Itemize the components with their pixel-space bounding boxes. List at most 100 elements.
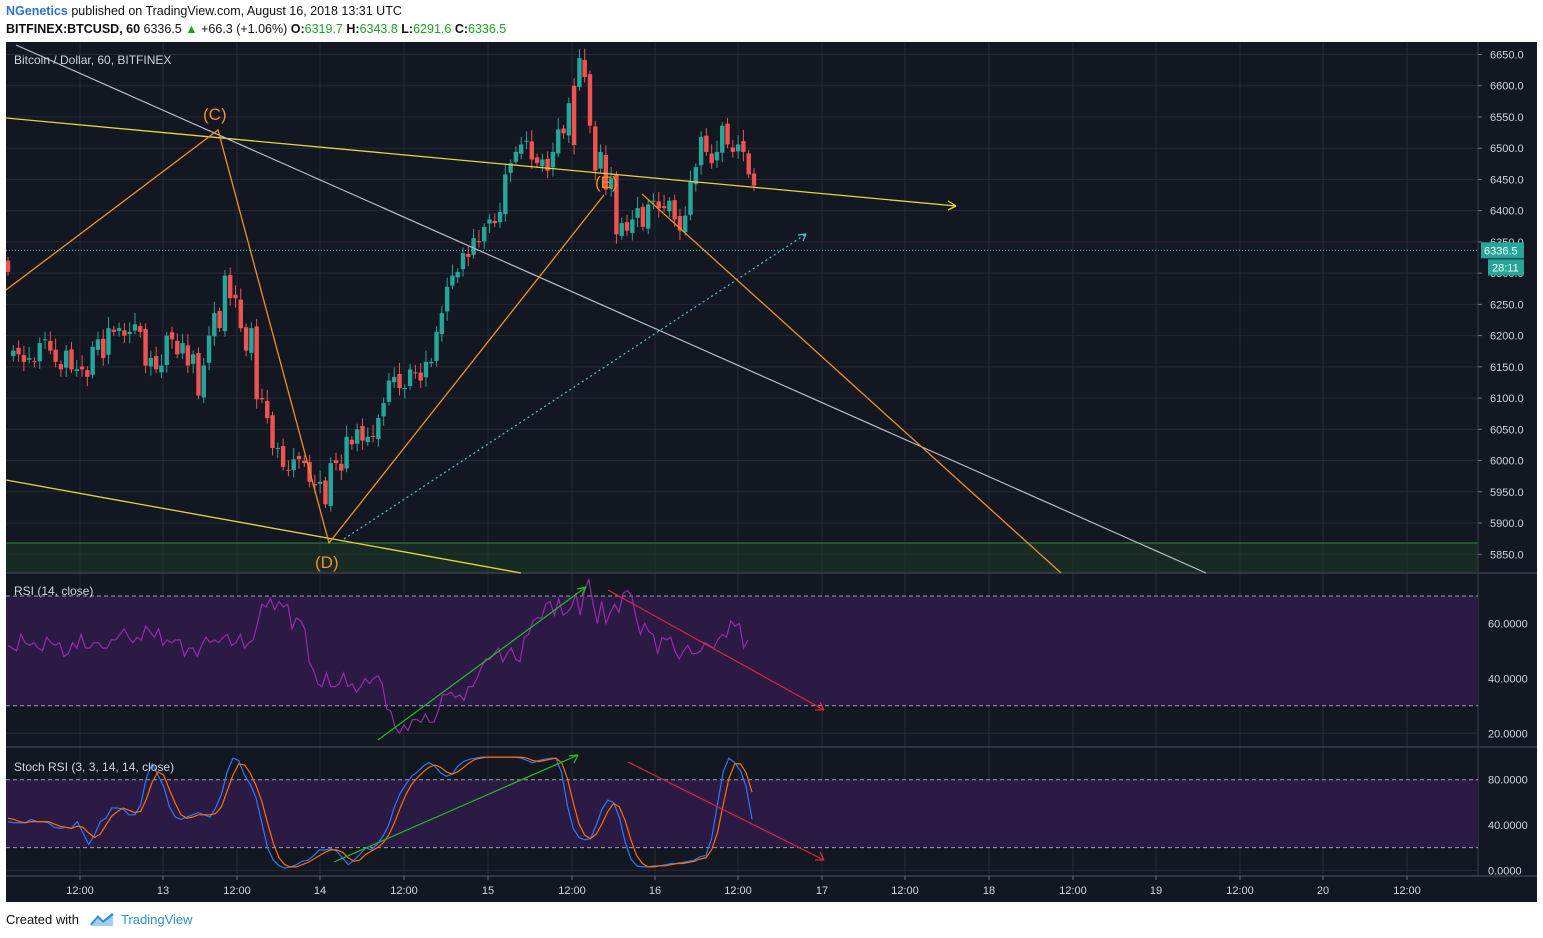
candle <box>259 388 265 404</box>
candle-body <box>423 361 429 378</box>
created-with-label: Created with <box>6 912 79 927</box>
candle-body <box>439 313 445 335</box>
candle <box>58 360 64 377</box>
candle <box>651 193 656 210</box>
published-text: published on TradingView.com, August 16,… <box>71 4 402 18</box>
candle-body <box>175 340 180 355</box>
candle-body <box>630 219 635 233</box>
candle-body <box>201 365 206 398</box>
candle <box>667 196 672 217</box>
candle-body <box>376 418 381 440</box>
wave-path <box>6 128 605 545</box>
chart[interactable]: (C) (D) (E) 6650.0 6600.0 6550.0 6500.0 6450.0 6… <box>6 42 1537 902</box>
candle-body <box>693 166 699 185</box>
candle-body <box>69 349 74 370</box>
candle-body <box>672 200 677 220</box>
candle-body <box>85 370 90 377</box>
price-tick-label: 6450.0 <box>1490 174 1524 186</box>
candle-body <box>683 215 688 233</box>
time-tick-label: 12:00 <box>390 885 418 897</box>
candle <box>159 354 164 378</box>
candle <box>95 331 101 356</box>
candle <box>365 427 370 446</box>
candle-body <box>434 331 439 361</box>
candle-body <box>42 339 48 341</box>
candle-body <box>603 154 609 190</box>
candle <box>254 318 259 409</box>
candle-body <box>312 484 318 486</box>
candle <box>455 268 460 283</box>
candle <box>429 358 434 368</box>
time-tick-label: 19 <box>1150 885 1162 897</box>
candle-body <box>386 380 392 402</box>
candle <box>79 355 85 377</box>
candle <box>42 331 48 350</box>
candle <box>196 347 201 400</box>
candle <box>471 228 476 259</box>
candle <box>153 346 159 374</box>
candle-body <box>317 481 323 484</box>
candle-body <box>397 374 402 389</box>
candle <box>228 267 233 306</box>
author-name[interactable]: NGenetics <box>6 4 68 18</box>
candle-body <box>556 129 561 154</box>
candle <box>354 423 360 452</box>
candle-body <box>90 346 95 375</box>
candle-body <box>74 369 79 372</box>
candle-body <box>138 326 143 332</box>
last-price-badge-label: 6336.5 <box>1484 245 1518 257</box>
candle <box>296 452 302 469</box>
price-tick-label: 6650.0 <box>1490 49 1524 61</box>
candle-body <box>492 220 497 224</box>
candle <box>524 131 529 150</box>
candle <box>370 424 376 443</box>
candle <box>413 364 418 379</box>
candle-body <box>519 144 524 154</box>
candle <box>275 442 281 459</box>
chart-background <box>6 42 1537 902</box>
candle-body <box>661 206 667 209</box>
wave-label-e: (E) <box>595 173 618 192</box>
candle-body <box>354 429 360 444</box>
candle <box>587 70 593 134</box>
candle <box>69 341 74 374</box>
candle <box>513 146 519 166</box>
candle-body <box>529 141 534 160</box>
candle-body <box>540 159 545 167</box>
candle-body <box>143 329 148 366</box>
candle-body <box>444 286 450 312</box>
stoch-red-arrow <box>627 761 825 861</box>
candle-body <box>624 222 630 231</box>
candle <box>534 153 540 167</box>
low-value: 6291.6 <box>413 22 452 36</box>
time-tick-label: 12:00 <box>223 885 251 897</box>
candle-body <box>63 350 69 368</box>
candle <box>661 194 667 212</box>
tradingview-link[interactable]: TradingView <box>120 912 193 927</box>
candle <box>571 78 577 155</box>
candle <box>238 288 243 332</box>
stoch-tick-label: 80.0000 <box>1488 775 1528 787</box>
candle-body <box>407 369 413 387</box>
candle <box>402 384 408 399</box>
candle-body <box>37 343 42 362</box>
candle <box>481 223 487 249</box>
time-tick-label: 12:00 <box>724 885 752 897</box>
candle <box>444 277 450 321</box>
candle-body <box>349 439 355 445</box>
candle-body <box>481 226 487 242</box>
candle-body <box>709 153 714 164</box>
candle-body <box>476 241 482 243</box>
price-tick-label: 5900.0 <box>1490 518 1524 530</box>
candle-body <box>339 463 344 471</box>
candle <box>32 357 37 368</box>
candle <box>85 366 90 387</box>
candle <box>270 411 275 456</box>
candle <box>582 48 587 83</box>
stoch-green-arrow <box>333 754 579 863</box>
trendline-arrow-icon <box>947 200 957 211</box>
candle-body <box>233 294 238 299</box>
candle <box>550 142 556 177</box>
candle-body <box>741 141 746 152</box>
candle <box>598 144 603 173</box>
